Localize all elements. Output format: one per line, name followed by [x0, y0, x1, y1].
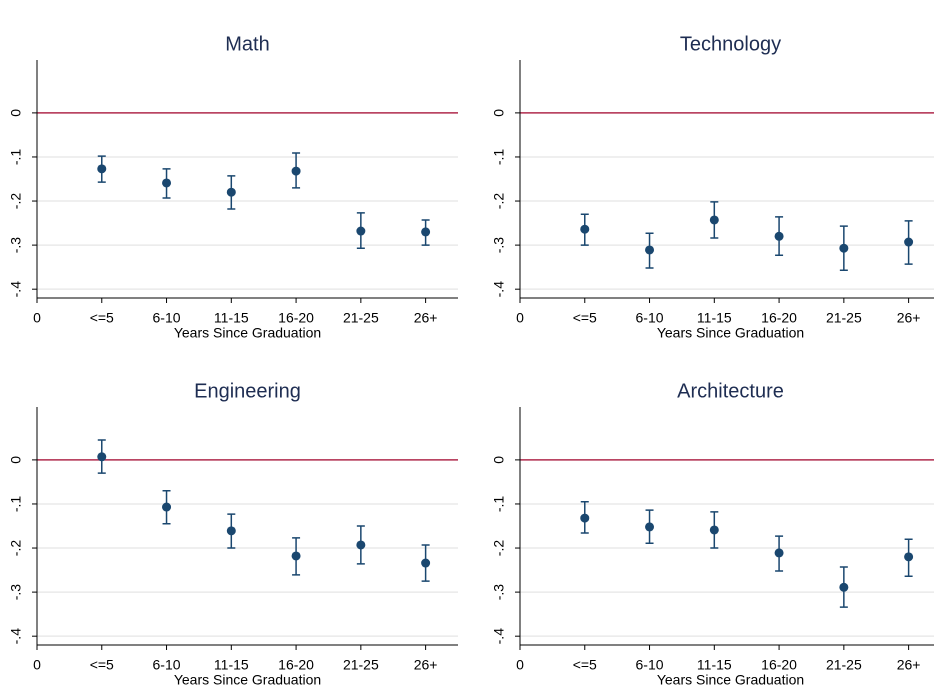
- point: [580, 224, 590, 234]
- point: [709, 525, 719, 535]
- x-tick-label: 16-20: [761, 657, 797, 673]
- point: [904, 237, 914, 247]
- x-tick-label: 0: [516, 310, 524, 326]
- point: [97, 164, 107, 174]
- point: [291, 166, 301, 176]
- y-tick-label: -.3: [8, 237, 24, 254]
- x-axis-title: Years Since Graduation: [174, 325, 321, 341]
- point: [774, 548, 784, 558]
- x-tick-label: 11-15: [697, 657, 732, 673]
- x-tick-label: 26+: [414, 310, 438, 326]
- x-tick-label: 26+: [897, 657, 921, 673]
- x-tick-label: 21-25: [343, 657, 379, 673]
- y-tick-label: 0: [8, 456, 24, 464]
- y-tick-label: -.2: [491, 193, 507, 210]
- panel-title: Architecture: [677, 380, 784, 402]
- point: [421, 558, 431, 568]
- y-tick-label: -.4: [491, 281, 507, 298]
- y-tick-label: -.4: [491, 628, 507, 645]
- x-tick-label: 21-25: [826, 310, 862, 326]
- point: [709, 215, 719, 225]
- x-tick-label: <=5: [90, 310, 114, 326]
- x-tick-label: <=5: [573, 657, 597, 673]
- y-tick-label: 0: [491, 456, 507, 464]
- y-tick-label: -.3: [8, 584, 24, 601]
- x-tick-label: 0: [33, 657, 41, 673]
- y-tick-label: -.2: [8, 193, 24, 210]
- point: [421, 227, 431, 237]
- y-tick-label: -.1: [491, 149, 507, 166]
- x-tick-label: 16-20: [761, 310, 797, 326]
- x-tick-label: 16-20: [278, 310, 314, 326]
- x-tick-label: 11-15: [697, 310, 732, 326]
- point: [645, 522, 655, 532]
- panel-title: Engineering: [194, 380, 301, 402]
- x-tick-label: 6-10: [153, 657, 181, 673]
- point: [162, 178, 172, 188]
- y-tick-label: -.2: [491, 540, 507, 557]
- y-tick-label: -.1: [8, 149, 24, 166]
- x-tick-label: 0: [33, 310, 41, 326]
- y-tick-label: -.2: [8, 540, 24, 557]
- x-tick-label: 6-10: [636, 310, 664, 326]
- point: [291, 551, 301, 561]
- x-axis-title: Years Since Graduation: [174, 672, 321, 688]
- x-tick-label: <=5: [90, 657, 114, 673]
- point: [839, 582, 849, 592]
- point: [580, 513, 590, 523]
- y-tick-label: 0: [8, 109, 24, 117]
- y-tick-label: 0: [491, 109, 507, 117]
- point: [226, 187, 236, 197]
- point: [226, 526, 236, 536]
- x-tick-label: 6-10: [636, 657, 664, 673]
- x-tick-label: 26+: [414, 657, 438, 673]
- point: [356, 540, 366, 550]
- x-tick-label: 11-15: [214, 310, 249, 326]
- point: [904, 552, 914, 562]
- x-tick-label: 21-25: [343, 310, 379, 326]
- y-tick-label: -.4: [8, 628, 24, 645]
- y-tick-label: -.4: [8, 281, 24, 298]
- y-tick-label: -.1: [491, 496, 507, 513]
- point: [162, 502, 172, 512]
- x-tick-label: 16-20: [278, 657, 314, 673]
- y-tick-label: -.3: [491, 237, 507, 254]
- y-tick-label: -.3: [491, 584, 507, 601]
- x-axis-title: Years Since Graduation: [657, 672, 804, 688]
- point: [97, 452, 107, 462]
- x-tick-label: 11-15: [214, 657, 249, 673]
- x-tick-label: 6-10: [153, 310, 181, 326]
- panel-title: Technology: [680, 33, 781, 55]
- x-axis-title: Years Since Graduation: [657, 325, 804, 341]
- point: [645, 245, 655, 255]
- x-tick-label: 26+: [897, 310, 921, 326]
- point: [839, 243, 849, 253]
- y-tick-label: -.1: [8, 496, 24, 513]
- x-tick-label: 0: [516, 657, 524, 673]
- panel-title: Math: [225, 33, 269, 55]
- x-tick-label: <=5: [573, 310, 597, 326]
- point: [356, 226, 366, 236]
- x-tick-label: 21-25: [826, 657, 862, 673]
- point: [774, 231, 784, 241]
